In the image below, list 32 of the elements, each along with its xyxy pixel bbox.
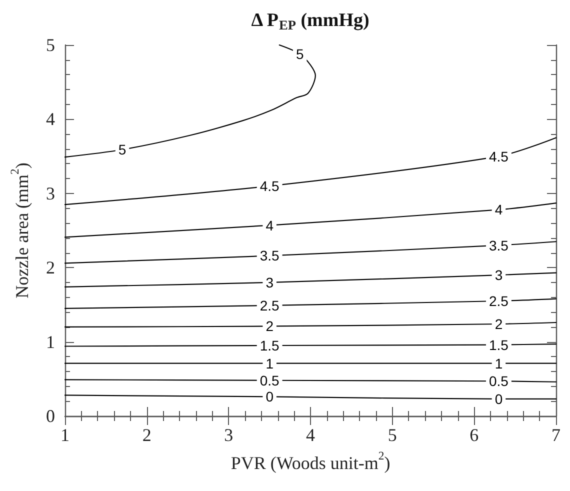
x-tick-label: 3	[224, 425, 234, 445]
series-label: 0.5	[260, 372, 280, 388]
y-tick-label: 4	[46, 109, 55, 130]
text: 5	[296, 46, 304, 62]
y-tick-label: 0	[46, 406, 55, 426]
series-label: 5	[118, 142, 126, 158]
text: 0	[266, 388, 274, 405]
line-series	[64, 137, 557, 206]
line-series	[64, 202, 557, 238]
y-tick-label: 5	[46, 35, 55, 55]
x-tick-label: 7	[552, 425, 560, 445]
text: 4	[494, 202, 503, 218]
text: 1	[494, 355, 503, 372]
text: 2.5	[488, 292, 508, 309]
series-label: 2	[266, 318, 274, 334]
x-tick-label: 5	[388, 425, 397, 445]
text: 2	[494, 316, 503, 332]
y-tick-label: 2	[46, 258, 55, 278]
line-series	[64, 44, 316, 158]
series-label: 4	[266, 217, 274, 234]
x-tick-label: 2	[142, 425, 152, 445]
text: 3	[494, 267, 503, 284]
y-tick-label: 3	[46, 183, 55, 204]
series-label: 3	[266, 274, 274, 290]
x-tick-label: 6	[470, 425, 479, 445]
series-label: 0	[494, 390, 503, 407]
y-axis-title: Nozzle area (mm2)	[8, 162, 32, 298]
series-label: 1.5	[260, 338, 280, 354]
series-label: 1	[266, 355, 274, 372]
y-tick-label: 1	[46, 332, 55, 352]
x-tick-label: 1	[60, 425, 70, 445]
x-tick-label: 4	[306, 425, 315, 445]
